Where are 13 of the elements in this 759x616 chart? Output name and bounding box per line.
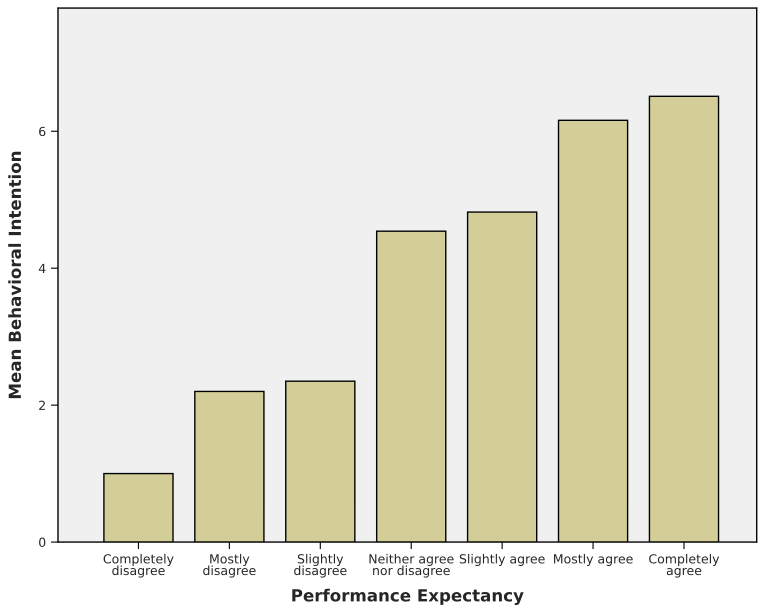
x-tick-label: Slightly disagree — [294, 554, 347, 578]
x-axis-title: Performance Expectancy — [292, 588, 524, 605]
x-tick-label: Mostly disagree — [203, 554, 256, 578]
y-tick-label: 6 — [39, 126, 46, 136]
x-tick-label: Neither agree nor disagree — [369, 554, 454, 578]
y-tick-label: 0 — [39, 538, 46, 548]
y-tick-label: 2 — [39, 400, 45, 410]
x-tick-label: Completely disagree — [104, 554, 174, 578]
x-tick-label: Mostly agree — [554, 554, 633, 566]
x-tick-label: Completely agree — [649, 554, 720, 578]
y-axis-title: Mean Behavioral Intention — [8, 152, 22, 398]
x-tick-label: Slightly agree — [460, 554, 545, 566]
y-tick-label: 4 — [38, 264, 46, 273]
